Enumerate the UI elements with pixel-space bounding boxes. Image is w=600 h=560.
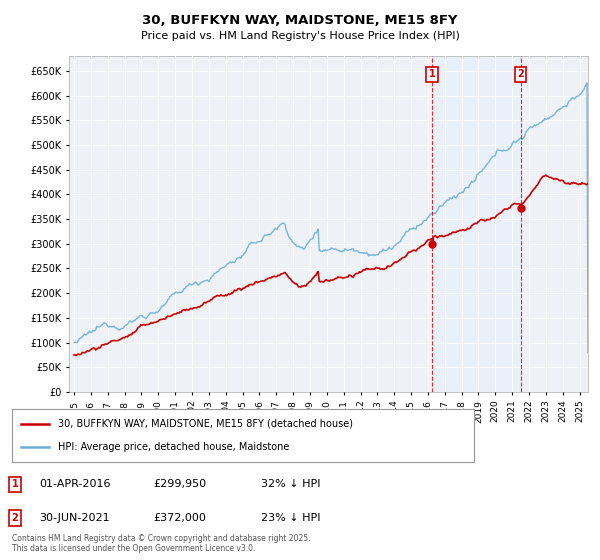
- Text: 30, BUFFKYN WAY, MAIDSTONE, ME15 8FY (detached house): 30, BUFFKYN WAY, MAIDSTONE, ME15 8FY (de…: [58, 419, 353, 429]
- Text: 30, BUFFKYN WAY, MAIDSTONE, ME15 8FY: 30, BUFFKYN WAY, MAIDSTONE, ME15 8FY: [142, 14, 458, 27]
- Text: 30-JUN-2021: 30-JUN-2021: [39, 513, 110, 523]
- Text: 1: 1: [11, 479, 19, 489]
- Text: 2: 2: [11, 513, 19, 523]
- Text: 32% ↓ HPI: 32% ↓ HPI: [261, 479, 320, 489]
- Text: Contains HM Land Registry data © Crown copyright and database right 2025.
This d: Contains HM Land Registry data © Crown c…: [12, 534, 311, 553]
- Text: Price paid vs. HM Land Registry's House Price Index (HPI): Price paid vs. HM Land Registry's House …: [140, 31, 460, 41]
- Text: 1: 1: [429, 69, 436, 80]
- Bar: [432, 56, 521, 392]
- Text: £299,950: £299,950: [153, 479, 206, 489]
- Text: 01-APR-2016: 01-APR-2016: [39, 479, 110, 489]
- Text: 23% ↓ HPI: 23% ↓ HPI: [261, 513, 320, 523]
- Text: HPI: Average price, detached house, Maidstone: HPI: Average price, detached house, Maid…: [58, 442, 290, 452]
- Text: £372,000: £372,000: [153, 513, 206, 523]
- Text: 2: 2: [517, 69, 524, 80]
